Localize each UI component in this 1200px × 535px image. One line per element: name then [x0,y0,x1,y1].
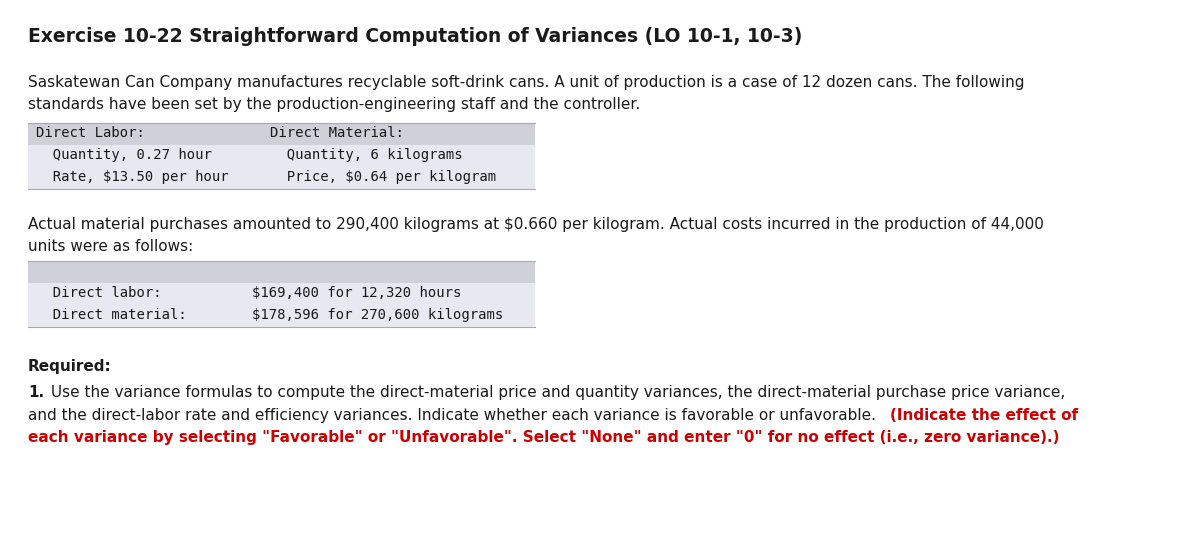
Text: each variance by selecting "Favorable" or "Unfavorable". Select "None" and enter: each variance by selecting "Favorable" o… [28,430,1060,445]
Text: Quantity, 0.27 hour: Quantity, 0.27 hour [36,148,212,162]
Text: (Indicate the effect of: (Indicate the effect of [890,408,1078,423]
Text: Price, $0.64 per kilogram: Price, $0.64 per kilogram [270,170,496,184]
Text: Direct material:: Direct material: [36,308,187,322]
FancyBboxPatch shape [28,145,535,189]
Text: $169,400 for 12,320 hours: $169,400 for 12,320 hours [185,286,461,300]
FancyBboxPatch shape [28,123,535,145]
Text: units were as follows:: units were as follows: [28,239,193,254]
Text: Exercise 10-22 Straightforward Computation of Variances (LO 10-1, 10-3): Exercise 10-22 Straightforward Computati… [28,27,803,46]
Text: $178,596 for 270,600 kilograms: $178,596 for 270,600 kilograms [185,308,503,322]
Text: Direct Labor:: Direct Labor: [36,126,145,140]
Text: Required:: Required: [28,359,112,374]
Text: Use the variance formulas to compute the direct-material price and quantity vari: Use the variance formulas to compute the… [46,385,1066,400]
Text: Saskatewan Can Company manufactures recyclable soft-drink cans. A unit of produc: Saskatewan Can Company manufactures recy… [28,75,1025,90]
FancyBboxPatch shape [28,283,535,327]
Text: Direct Material:: Direct Material: [270,126,404,140]
Text: 1.: 1. [28,385,44,400]
Text: Quantity, 6 kilograms: Quantity, 6 kilograms [270,148,463,162]
Text: and the direct-labor rate and efficiency variances. Indicate whether each varian: and the direct-labor rate and efficiency… [28,408,881,423]
FancyBboxPatch shape [28,261,535,283]
Text: Rate, $13.50 per hour: Rate, $13.50 per hour [36,170,229,184]
Text: standards have been set by the production-engineering staff and the controller.: standards have been set by the productio… [28,97,641,112]
Text: Actual material purchases amounted to 290,400 kilograms at $0.660 per kilogram. : Actual material purchases amounted to 29… [28,217,1044,232]
Text: Direct labor:: Direct labor: [36,286,162,300]
